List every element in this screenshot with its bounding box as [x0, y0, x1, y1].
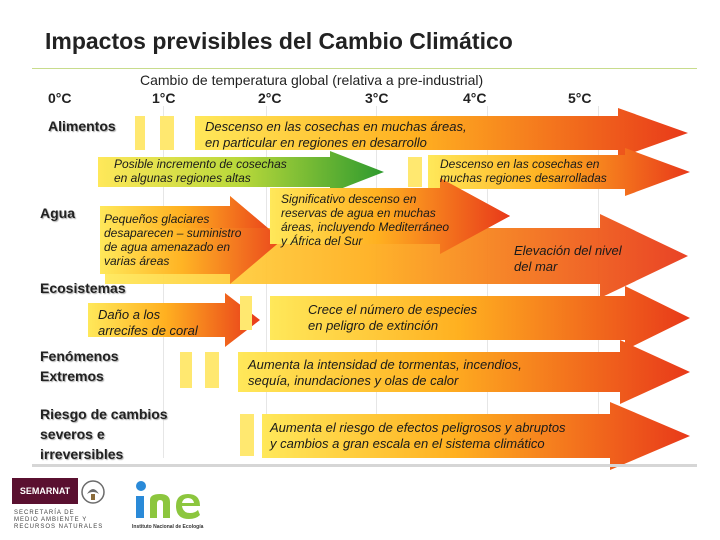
- category-agua: Agua: [40, 205, 75, 221]
- text-line: Descenso en las cosechas en muchas áreas…: [205, 119, 467, 134]
- alimentos-desarrolladas-arrow: [428, 148, 690, 196]
- alimentos-incremento-arrow: [98, 151, 384, 193]
- text-line: Crece el número de especies: [308, 302, 478, 317]
- tick-0c: 0°C: [48, 90, 72, 106]
- category-riesgo-line-3: irreversibles: [40, 446, 124, 462]
- text-line: Aumenta la intensidad de tormentas, ince…: [248, 357, 522, 372]
- ine-logo: [136, 481, 200, 519]
- tick-2c: 2°C: [258, 90, 282, 106]
- text-line: Significativo descenso en: [281, 192, 417, 206]
- text-agua-glaciares: Pequeños glaciares desaparecen – suminis…: [104, 212, 241, 268]
- tick-1c: 1°C: [152, 90, 176, 106]
- category-riesgo-line-2: severos e: [40, 426, 105, 442]
- text-line: Aumenta el riesgo de efectos peligrosos …: [270, 420, 566, 435]
- text-line: reservas de agua en muchas: [281, 206, 436, 220]
- text-line: muchas regiones desarrolladas: [440, 171, 607, 185]
- alimentos-dash-3: [408, 157, 422, 187]
- text-line: y África del Sur: [281, 234, 363, 248]
- text-line: Pequeños glaciares: [104, 212, 210, 226]
- tick-4c: 4°C: [463, 90, 487, 106]
- text-line: y cambios a gran escala en el sistema cl…: [270, 436, 545, 451]
- category-alimentos: Alimentos: [48, 118, 116, 134]
- tick-3c: 3°C: [365, 90, 389, 106]
- text-line: de agua amenazado en: [104, 240, 231, 254]
- text-eco-coral: Daño a los arrecifes de coral: [98, 307, 198, 339]
- semarnat-logo: SEMARNAT: [12, 478, 78, 504]
- category-ecosistemas: Ecosistemas: [40, 280, 126, 296]
- text-alimentos-incremento: Posible incremento de cosechas en alguna…: [114, 157, 287, 185]
- text-line: Daño a los: [98, 307, 161, 322]
- category-fenomenos-line-2: Extremos: [40, 368, 104, 384]
- tick-5c: 5°C: [568, 90, 592, 106]
- text-line: Elevación del nivel: [514, 243, 622, 258]
- text-line: Descenso en las cosechas en: [440, 157, 600, 171]
- text-eco-especies: Crece el número de especies en peligro d…: [308, 302, 477, 334]
- alimentos-dash-1: [135, 116, 145, 150]
- text-line: áreas, incluyendo Mediterráneo: [281, 220, 450, 234]
- text-line: en particular en regiones en desarrollo: [205, 135, 427, 150]
- axis-subtitle: Cambio de temperatura global (relativa a…: [140, 72, 484, 88]
- riesgo-abruptos-arrow: [262, 402, 690, 470]
- text-alimentos-descenso: Descenso en las cosechas en muchas áreas…: [205, 119, 467, 151]
- text-line: arrecifes de coral: [98, 323, 198, 338]
- fen-tormentas-arrow: [238, 340, 690, 404]
- text-line: en algunas regiones altas: [114, 171, 251, 185]
- text-line: RECURSOS NATURALES: [14, 524, 104, 530]
- text-fen-tormentas: Aumenta la intensidad de tormentas, ince…: [248, 357, 522, 389]
- title-divider: [32, 68, 697, 69]
- text-line: MEDIO AMBIENTE Y: [14, 517, 88, 523]
- alimentos-descenso-arrow: [195, 108, 688, 158]
- eco-especies-arrow: [270, 286, 690, 350]
- page-title: Impactos previsibles del Cambio Climátic…: [45, 28, 513, 54]
- riesgo-dash-1: [240, 414, 254, 456]
- footer-divider: [32, 464, 697, 467]
- text-line: SECRETARÍA DE: [14, 510, 75, 516]
- semarnat-subtitle: SECRETARÍA DE MEDIO AMBIENTE Y RECURSOS …: [14, 510, 103, 531]
- category-fenomenos-line-1: Fenómenos: [40, 348, 119, 364]
- eco-dash: [240, 296, 252, 330]
- eco-coral-arrow: [88, 293, 260, 347]
- text-line: en peligro de extinción: [308, 318, 439, 333]
- text-line: desaparecen – suministro: [104, 226, 242, 240]
- category-riesgo: Riesgo de cambios severos e irreversible…: [40, 404, 168, 464]
- text-line: varias áreas: [104, 254, 170, 268]
- alimentos-dash-2: [160, 116, 174, 150]
- category-riesgo-line-1: Riesgo de cambios: [40, 406, 168, 422]
- text-riesgo-abruptos: Aumenta el riesgo de efectos peligrosos …: [270, 420, 566, 452]
- text-agua-mar: Elevación del nivel del mar: [514, 243, 622, 275]
- ine-subtitle: Instituto Nacional de Ecología: [132, 524, 204, 530]
- text-alimentos-desarrolladas: Descenso en las cosechas en muchas regio…: [440, 157, 607, 185]
- text-line: Posible incremento de cosechas: [114, 157, 287, 171]
- category-fenomenos: Fenómenos Extremos: [40, 346, 119, 386]
- eagle-emblem-icon: [81, 480, 105, 504]
- fen-dash-2: [205, 352, 219, 388]
- fen-dash-1: [180, 352, 192, 388]
- text-line: sequía, inundaciones y olas de calor: [248, 373, 459, 388]
- text-line: del mar: [514, 259, 558, 274]
- text-agua-reservas: Significativo descenso en reservas de ag…: [281, 192, 449, 248]
